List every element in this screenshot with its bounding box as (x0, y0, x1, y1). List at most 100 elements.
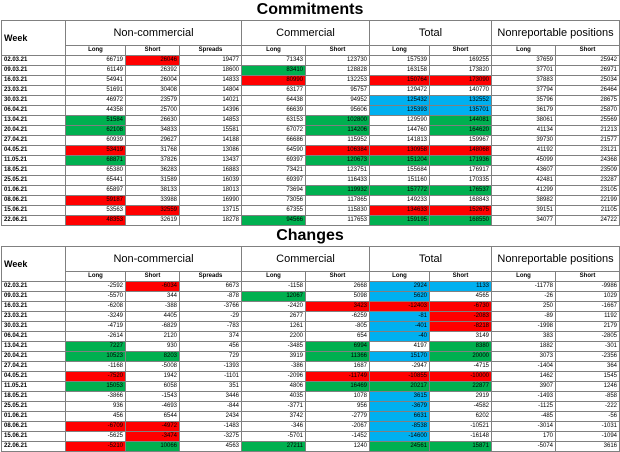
table-row: 23.03.21 51691 30408 14804 63177 95757 129472 1… (1, 85, 620, 96)
nc-spreads-cell: 14833 (179, 75, 242, 86)
nc-spreads-cell: 18278 (179, 215, 242, 226)
nc-short-cell: 1942 (125, 371, 180, 382)
nc-short-cell: 26630 (125, 115, 180, 126)
c-long-header: Long (241, 271, 306, 282)
t-short-cell: 176537 (429, 185, 492, 196)
nc-short-cell: 31768 (125, 145, 180, 156)
nc-short-header: Short (125, 45, 180, 56)
nc-long-cell: 15053 (65, 381, 126, 392)
nr-long-cell: 41134 (491, 125, 556, 136)
nr-long-cell: 37701 (491, 65, 556, 76)
nc-short-cell: 930 (125, 341, 180, 352)
commitments-section: Commitments Week Non-commercial Commerci… (1, 1, 620, 226)
nc-short-cell: -1543 (125, 391, 180, 402)
week-cell: 01.06.21 (1, 185, 66, 196)
nc-spreads-cell: -783 (179, 321, 242, 332)
nr-long-cell: 42481 (491, 175, 556, 186)
noncommercial-header: Non-commercial (65, 20, 242, 46)
c-short-cell: 5098 (305, 291, 370, 302)
nc-short-cell: -3474 (125, 431, 180, 442)
c-short-cell: 95757 (305, 85, 370, 96)
nc-short-cell: 6058 (125, 381, 180, 392)
nr-short-cell: -1031 (555, 421, 620, 432)
t-short-cell: 169255 (429, 55, 492, 66)
t-short-cell: -2083 (429, 311, 492, 322)
nr-long-cell: -3014 (491, 421, 556, 432)
week-cell: 06.04.21 (1, 331, 66, 342)
nr-long-cell: 38061 (491, 115, 556, 126)
c-short-cell: 2668 (305, 281, 370, 292)
nc-long-cell: -4719 (65, 321, 126, 332)
nr-long-cell: 3073 (491, 351, 556, 362)
t-short-cell: -8218 (429, 321, 492, 332)
nr-long-cell: 38982 (491, 195, 556, 206)
nc-short-cell: 26046 (125, 55, 180, 66)
table-row: 08.06.21 -6709 -4972 -1483 -346 -2067 -8538 -10… (1, 421, 620, 432)
nr-long-cell: -485 (491, 411, 556, 422)
c-long-cell: 73694 (241, 185, 306, 196)
c-short-cell: -2779 (305, 411, 370, 422)
nc-spreads-cell: 18600 (179, 65, 242, 76)
t-short-cell: 3149 (429, 331, 492, 342)
nc-long-cell: 65380 (65, 165, 126, 176)
table-row: 09.03.21 61149 26392 18600 83410 128828 163158… (1, 65, 620, 76)
nr-short-cell: 23105 (555, 185, 620, 196)
nc-long-cell: 46972 (65, 95, 126, 106)
week-cell: 25.05.21 (1, 175, 66, 186)
c-long-cell: 64590 (241, 145, 306, 156)
nc-spreads-header: Spreads (179, 45, 242, 56)
nc-short-cell: 30408 (125, 85, 180, 96)
nc-spreads-cell: 18013 (179, 185, 242, 196)
table-row: 30.03.21 -4719 -6829 -783 1261 -805 -401 -8218-… (1, 321, 620, 332)
week-cell: 30.03.21 (1, 95, 66, 106)
table-row: 01.06.21 65897 38133 18013 73694 119932 157772… (1, 185, 620, 196)
c-long-cell: -346 (241, 421, 306, 432)
c-long-cell: 4806 (241, 381, 306, 392)
nr-long-cell: 41192 (491, 145, 556, 156)
nr-long-cell: 45099 (491, 155, 556, 166)
nc-long-cell: -2614 (65, 331, 126, 342)
nc-long-cell: -5570 (65, 291, 126, 302)
nc-short-cell: -6829 (125, 321, 180, 332)
nr-short-header: Short (555, 45, 620, 56)
nr-long-cell: -1404 (491, 361, 556, 372)
nr-short-cell: 23287 (555, 175, 620, 186)
nc-spreads-cell: -1393 (179, 361, 242, 372)
t-short-cell: 132552 (429, 95, 492, 106)
c-long-cell: 66639 (241, 105, 306, 116)
nc-short-cell: -6034 (125, 281, 180, 292)
nr-long-cell: -89 (491, 311, 556, 322)
nr-short-cell: 2179 (555, 321, 620, 332)
nc-long-cell: -5625 (65, 431, 126, 442)
t-short-cell: -6730 (429, 301, 492, 312)
c-short-cell: 1078 (305, 391, 370, 402)
nr-long-cell: 250 (491, 301, 556, 312)
week-cell: 11.05.21 (1, 381, 66, 392)
c-short-cell: 123730 (305, 55, 370, 66)
nr-long-cell: -11778 (491, 281, 556, 292)
c-short-cell: 3423 (305, 301, 370, 312)
c-short-cell: 654 (305, 331, 370, 342)
nr-short-cell: 25942 (555, 55, 620, 66)
week-cell: 22.06.21 (1, 215, 66, 226)
table-row: 15.06.21 53563 32559 13715 67355 115830 134633… (1, 205, 620, 216)
nr-short-cell: 28675 (555, 95, 620, 106)
t-long-cell: 2924 (369, 281, 430, 292)
t-long-cell: 151160 (369, 175, 430, 186)
nc-short-cell: 38133 (125, 185, 180, 196)
nr-short-cell: 23121 (555, 145, 620, 156)
nr-short-cell: 21213 (555, 125, 620, 136)
nc-short-cell: 29627 (125, 135, 180, 146)
table-row: 11.05.21 68871 37826 13437 69397 120673 151204… (1, 155, 620, 166)
nonreportable-header: Nonreportable positions (491, 20, 620, 46)
t-long-cell: 144760 (369, 125, 430, 136)
c-long-cell: 83410 (241, 65, 306, 76)
c-long-cell: 67355 (241, 205, 306, 216)
nc-long-cell: 54941 (65, 75, 126, 86)
table-row: 30.03.21 46972 23579 14021 64438 94952 125432 1… (1, 95, 620, 106)
nc-spreads-header: Spreads (179, 271, 242, 282)
week-cell: 27.04.21 (1, 135, 66, 146)
nc-long-cell: 48353 (65, 215, 126, 226)
t-long-cell: -40 (369, 331, 430, 342)
c-short-cell: -2067 (305, 421, 370, 432)
